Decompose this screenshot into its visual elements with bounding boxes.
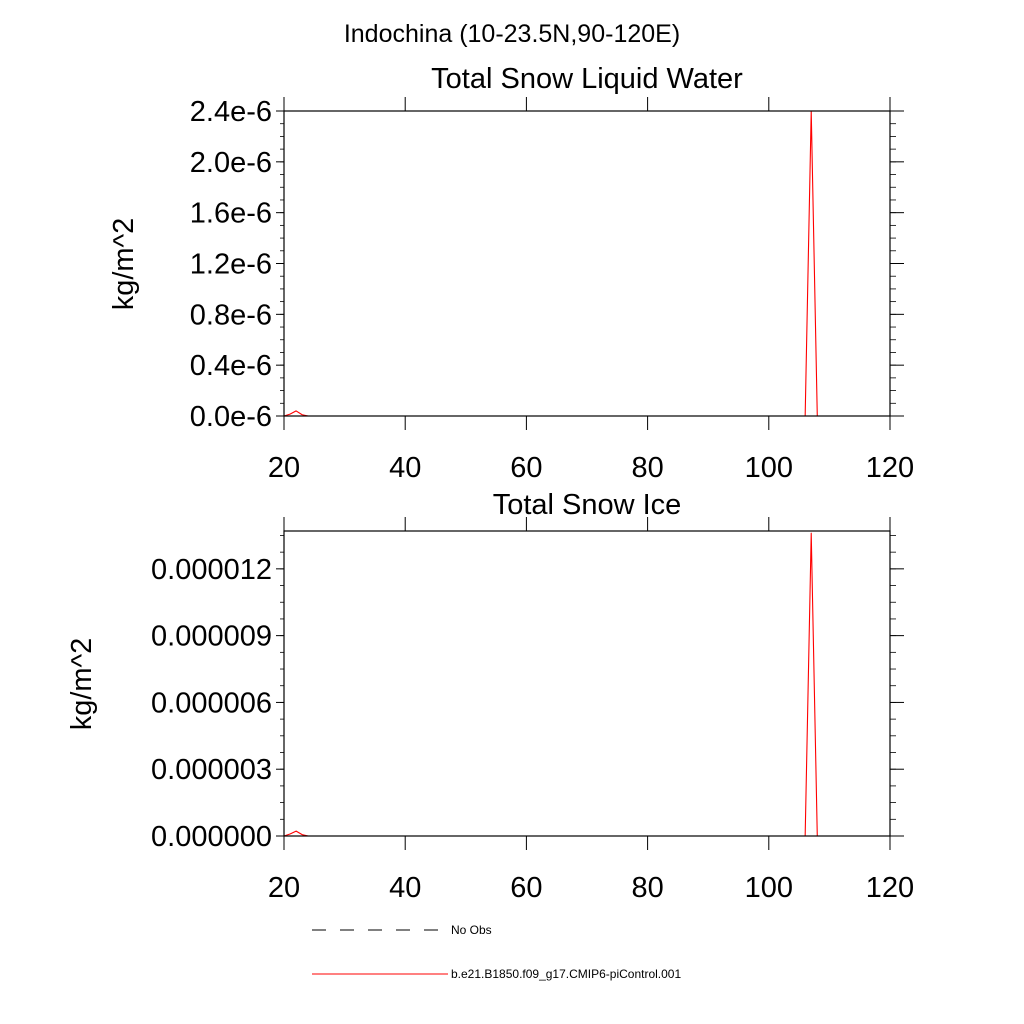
y-tick-label: 1.6e-6 [190,198,272,230]
y-tick-label: 0.000009 [151,621,272,653]
x-tick-label: 40 [389,872,421,904]
plot-lines [283,532,890,837]
plot-frame [283,110,891,417]
x-tick-label: 60 [510,872,542,904]
y-tick-label: 1.2e-6 [190,249,272,281]
x-tick-label: 120 [866,872,914,904]
x-ticks: 20 40 60 80 100 120 [268,97,914,484]
y-ticks: 0.0e-6 0.4e-6 0.8e-6 1.2e-6 1.6e-6 2.0e-6 2.4e… [190,96,904,433]
legend-label: b.e21.B1850.f09_g17.CMIP6-piControl.001 [451,967,681,981]
y-tick-label: 2.0e-6 [190,147,272,179]
panel-snow-ice: Total Snow Ice kg/m^2 0.0000000.0000030.… [66,489,914,904]
panel-title: Total Snow Ice [493,489,682,521]
x-tick-label: 40 [389,452,421,484]
x-tick-label: 100 [745,452,793,484]
x-ticks: 20 40 60 80 100 120 [268,517,914,904]
y-tick-label: 0.000012 [151,554,272,586]
y-axis-label: kg/m^2 [66,638,98,731]
y-axis-label: kg/m^2 [108,218,140,311]
y-tick-label: 2.4e-6 [190,96,272,128]
panel-title: Total Snow Liquid Water [431,63,743,95]
legend-entry-model: b.e21.B1850.f09_g17.CMIP6-piControl.001 [312,967,681,981]
y-tick-label: 0.000003 [151,754,272,786]
y-tick-label: 0.0e-6 [190,401,272,433]
x-tick-label: 20 [268,872,300,904]
x-tick-label: 20 [268,452,300,484]
legend-entry-no-obs: No Obs [312,923,492,937]
legend: No Obs b.e21.B1850.f09_g17.CMIP6-piContr… [312,923,681,981]
plot-lines [283,110,890,417]
x-tick-label: 100 [745,872,793,904]
y-tick-label: 0.4e-6 [190,350,272,382]
figure-title: Indochina (10-23.5N,90-120E) [344,20,680,48]
x-tick-label: 60 [510,452,542,484]
legend-label: No Obs [451,923,492,937]
x-tick-label: 80 [631,872,663,904]
y-tick-label: 0.8e-6 [190,299,272,331]
panel-snow-liquid-water: Total Snow Liquid Water kg/m^2 0.0e-6 0.4… [108,63,914,484]
series-line [283,110,890,417]
y-ticks: 0.000000 0.000003 0.000006 0.000009 0.000012 [151,535,904,853]
x-tick-label: 80 [631,452,663,484]
y-tick-label: 0.000006 [151,687,272,719]
series-line [283,532,890,837]
x-tick-label: 120 [866,452,914,484]
plot-frame [283,530,891,837]
y-tick-label: 0.000000 [151,821,272,853]
